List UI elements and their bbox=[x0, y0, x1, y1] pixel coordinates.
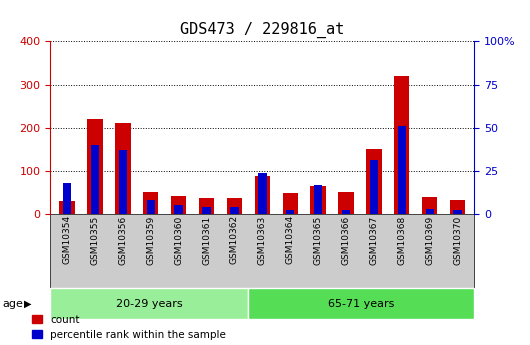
Legend: count, percentile rank within the sample: count, percentile rank within the sample bbox=[32, 315, 226, 340]
Bar bbox=[282, 193, 298, 214]
Bar bbox=[286, 210, 295, 214]
Bar bbox=[199, 197, 214, 214]
Bar bbox=[450, 200, 465, 214]
Bar bbox=[454, 210, 462, 214]
Bar bbox=[119, 150, 127, 214]
Bar bbox=[227, 197, 242, 214]
Bar bbox=[422, 197, 437, 214]
Bar bbox=[314, 185, 322, 214]
Bar bbox=[342, 210, 350, 214]
Bar bbox=[366, 149, 382, 214]
Bar bbox=[338, 193, 354, 214]
Text: ▶: ▶ bbox=[24, 299, 31, 308]
Bar bbox=[398, 126, 406, 214]
Bar bbox=[311, 186, 326, 214]
Bar bbox=[143, 193, 158, 214]
Text: age: age bbox=[3, 299, 23, 308]
Bar bbox=[255, 176, 270, 214]
Text: GDS473 / 229816_at: GDS473 / 229816_at bbox=[180, 22, 344, 38]
Bar bbox=[147, 200, 155, 214]
Bar bbox=[230, 207, 239, 214]
Text: 20-29 years: 20-29 years bbox=[116, 299, 183, 308]
Bar bbox=[394, 76, 410, 214]
Bar bbox=[202, 207, 211, 214]
Bar bbox=[258, 172, 267, 214]
Bar bbox=[63, 183, 71, 214]
Bar bbox=[91, 145, 99, 214]
Bar bbox=[370, 160, 378, 214]
Text: 65-71 years: 65-71 years bbox=[328, 299, 394, 308]
Bar bbox=[174, 205, 183, 214]
Bar bbox=[115, 123, 130, 214]
Bar bbox=[426, 209, 434, 214]
Bar bbox=[87, 119, 103, 214]
Bar bbox=[171, 196, 187, 214]
Bar bbox=[59, 201, 75, 214]
